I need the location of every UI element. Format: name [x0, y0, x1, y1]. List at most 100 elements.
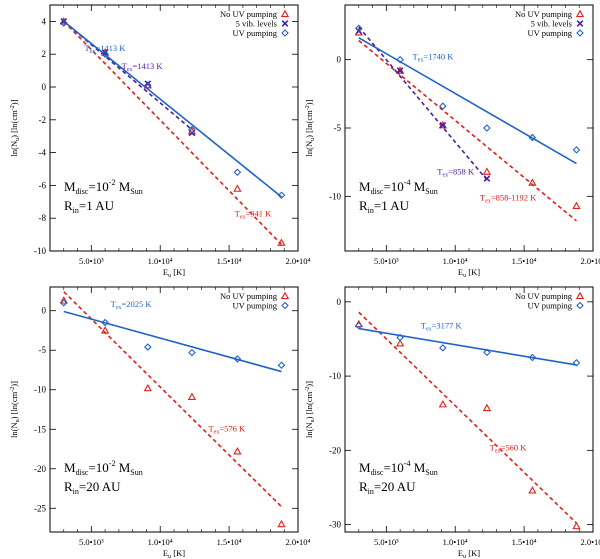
y-tick-label: -25 [34, 503, 46, 513]
data-point-no_uv [528, 178, 537, 186]
y-tick-label: 0 [42, 82, 47, 92]
data-point-uv [59, 299, 68, 307]
legend-marker-uv [281, 29, 289, 37]
data-point-uv [277, 361, 286, 370]
chart-panel-top-right: 5.0•10³ 1.0•10⁴ 1.5•10⁴ 2.0•10⁴ -10 -5 0 Eu [K]… [304, 4, 600, 279]
y-tick-label: -6 [39, 180, 47, 190]
data-point-uv [188, 348, 196, 357]
y-tick-label: -20 [329, 445, 341, 455]
x-tick-label: 5.0•10³ [79, 256, 104, 266]
legend-marker-five_vib [281, 20, 289, 27]
annotation-mass: Mdisc=10-4 MSun [359, 459, 438, 477]
x-tick-label: 2.0•10⁴ [285, 537, 310, 547]
data-point-uv [101, 318, 109, 327]
x-axis-label: Eu [K] [458, 267, 480, 279]
x-axis-label: Eu [K] [163, 267, 185, 279]
y-tick-label: 4 [42, 16, 47, 26]
chart-panel-top-left: 5.0•10³ 1.0•10⁴ 1.5•10⁴ 2.0•10⁴ -10 -8 -6 -4 -2 0… [9, 4, 311, 279]
y-tick-label: -10 [329, 191, 341, 201]
legend-marker-uv [576, 29, 584, 37]
data-point-uv [354, 321, 363, 330]
data-point-uv [233, 355, 242, 363]
data-point-no_uv [233, 447, 242, 455]
tex-label-no_uv: Tex=941 K [235, 209, 273, 221]
data-point-no_uv [277, 238, 286, 246]
legend-label-uv: UV pumping [233, 28, 278, 38]
y-axis-label: ln(Nu) [ln(cm-2)] [304, 381, 316, 438]
y-axis-label: ln(Nu) [ln(cm-2)] [9, 381, 21, 438]
data-point-five_vib [483, 175, 491, 182]
legend-label-no_uv: No UV pumping [515, 9, 573, 19]
legend-marker-uv [576, 301, 584, 310]
data-point-uv [572, 146, 581, 154]
fit-line-uv [63, 310, 282, 373]
tex-label-no_uv: Tex=576 K [208, 424, 246, 436]
annotation-mass: Mdisc=10-2 MSun [64, 459, 143, 477]
data-point-five_vib [439, 121, 447, 129]
legend-marker-no_uv [280, 291, 290, 300]
y-axis-label: ln(Nu) [ln(cm-2)] [9, 99, 21, 156]
tex-label-uv: Tex=1740 K [413, 52, 455, 64]
legend-label-uv: UV pumping [528, 28, 573, 38]
y-tick-label: -8 [39, 213, 47, 223]
data-point-no_uv [438, 399, 447, 408]
legend-label-no_uv: No UV pumping [220, 291, 278, 301]
data-point-uv [396, 55, 404, 64]
fit-line-no_uv [63, 291, 283, 508]
fit-line-uv [63, 20, 282, 198]
data-point-no_uv [572, 201, 581, 210]
x-tick-label: 1.5•10⁴ [217, 537, 242, 547]
fit-line-no_uv [63, 20, 283, 245]
data-point-uv [188, 125, 196, 134]
data-point-no_uv [528, 486, 537, 494]
x-tick-label: 1.0•10⁴ [148, 256, 173, 266]
annotation-mass: Mdisc=10-4 MSun [359, 178, 438, 196]
y-tick-label: -10 [329, 371, 341, 381]
chart-panel-bottom-left: 5.0•10³ 1.0•10⁴ 1.5•10⁴ 2.0•10⁴ -25 -20 -15 -10… [9, 286, 311, 559]
y-tick-label: -2 [39, 115, 47, 125]
tex-label-uv: Tex=3177 K [421, 321, 463, 333]
fit-line-uv [358, 327, 577, 366]
y-tick-label: -20 [34, 464, 46, 474]
legend-label-uv: UV pumping [528, 301, 573, 311]
x-tick-label: 5.0•10³ [79, 537, 104, 547]
data-point-uv [396, 333, 404, 342]
data-point-uv [59, 19, 68, 27]
x-tick-label: 1.5•10⁴ [217, 256, 242, 266]
data-point-no_uv [482, 403, 492, 412]
fit-line-no_uv [358, 311, 578, 524]
plot-frame [344, 4, 594, 252]
data-point-uv [439, 344, 447, 352]
y-tick-label: 0 [42, 306, 47, 316]
legend-label-five_vib: 5 vib. levels [236, 19, 277, 29]
data-point-uv [483, 348, 491, 357]
legend-label-no_uv: No UV pumping [220, 9, 278, 19]
y-tick-label: -10 [34, 385, 46, 395]
x-tick-label: 5.0•10³ [374, 537, 399, 547]
data-point-no_uv [233, 184, 242, 192]
x-tick-label: 1.5•10⁴ [512, 537, 537, 547]
data-point-uv [354, 24, 363, 33]
y-tick-label: 0 [337, 55, 342, 65]
x-tick-label: 1.5•10⁴ [512, 256, 537, 266]
y-tick-label: -10 [34, 246, 46, 256]
plot-frame [49, 286, 299, 533]
legend-marker-no_uv [575, 9, 585, 18]
data-point-no_uv [187, 392, 197, 400]
legend-marker-no_uv [280, 9, 290, 18]
y-tick-label: -4 [39, 148, 47, 158]
tex-label-uv: Tex=1413 K [84, 43, 126, 55]
fit-line-uv [358, 37, 577, 165]
x-axis-label: Eu [K] [163, 548, 185, 559]
data-point-no_uv [438, 120, 447, 129]
data-point-five_vib [396, 67, 404, 74]
x-tick-label: 2.0•10⁴ [580, 256, 600, 266]
legend-label-five_vib: 5 vib. levels [531, 19, 572, 29]
x-tick-label: 1.0•10⁴ [443, 537, 468, 547]
annotation-mass: Mdisc=10-2 MSun [64, 178, 143, 196]
tex-label-no_uv: Tex=560 K [490, 442, 528, 454]
legend-label-no_uv: No UV pumping [515, 291, 573, 301]
fit-line-five_vib [358, 26, 488, 181]
data-point-no_uv [100, 326, 110, 334]
x-tick-label: 5.0•10³ [374, 256, 399, 266]
